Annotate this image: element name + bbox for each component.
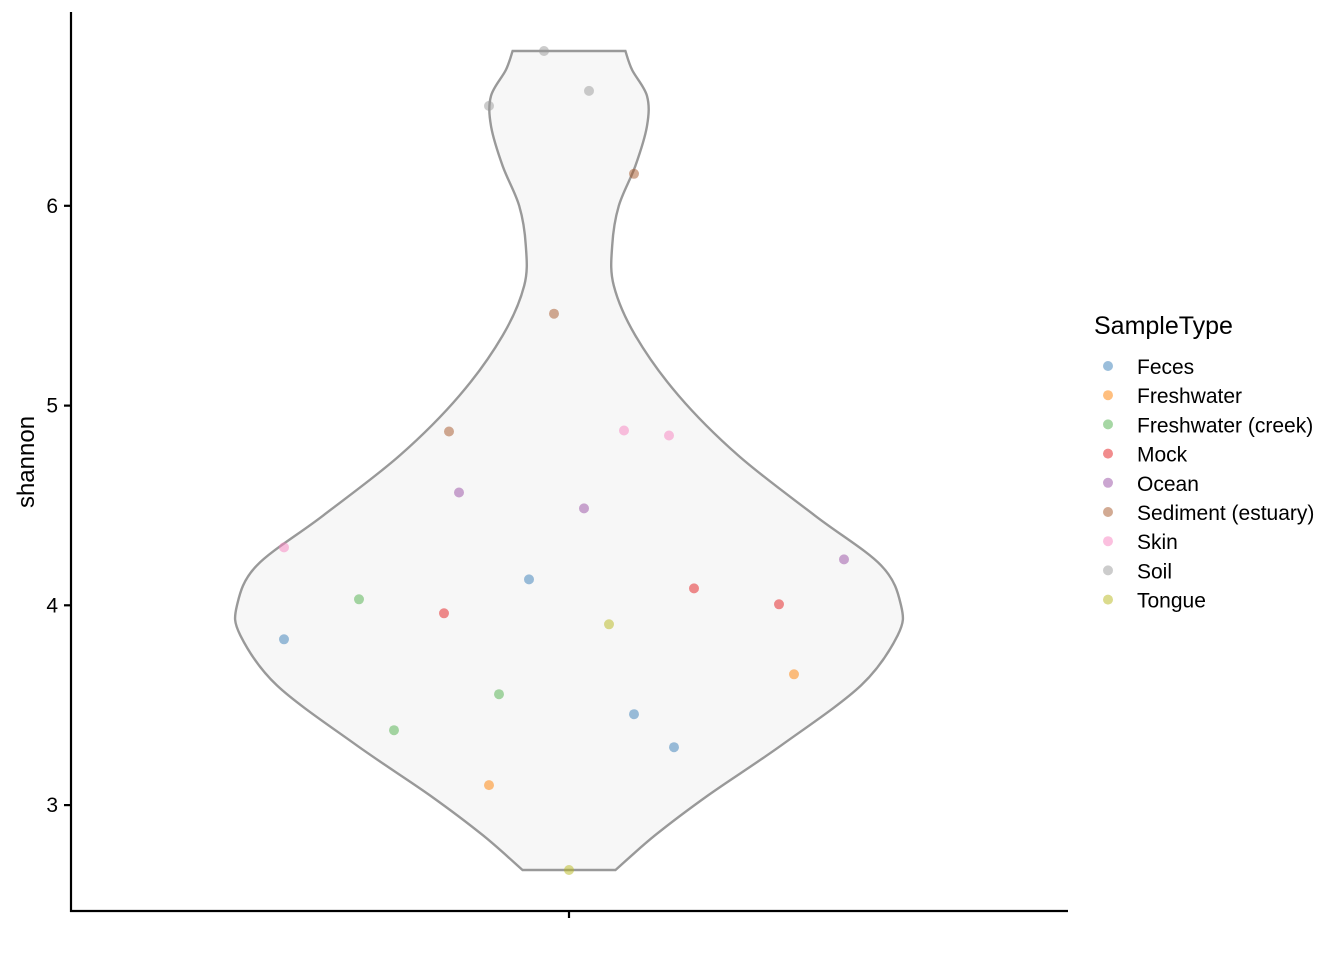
violin-shape: [233, 49, 905, 872]
data-point: [604, 619, 614, 630]
legend-swatch: [1103, 361, 1113, 371]
data-point: [389, 725, 399, 736]
legend-item: Sediment (estuary): [1103, 502, 1314, 525]
points-layer: [279, 46, 849, 875]
legend-item: Mock: [1103, 444, 1188, 467]
legend-label: Mock: [1137, 444, 1188, 467]
legend-item: Soil: [1103, 560, 1172, 583]
legend-swatch: [1103, 390, 1113, 401]
data-point: [444, 426, 454, 437]
data-point: [564, 865, 574, 875]
data-point: [629, 168, 639, 179]
data-point: [484, 100, 494, 111]
data-point: [539, 46, 549, 56]
y-ticks: 3 4 5 6: [46, 195, 71, 817]
data-point: [484, 780, 494, 791]
data-point: [629, 709, 639, 720]
legend-items: Feces Freshwater Freshwater (creek) Mock Oce…: [1103, 356, 1314, 613]
data-point: [789, 669, 799, 680]
data-point: [689, 583, 699, 594]
y-tick-label: 6: [46, 195, 58, 218]
axes-layer: [69, 12, 1068, 918]
legend-label: Skin: [1137, 531, 1178, 554]
legend-label: Freshwater (creek): [1137, 414, 1313, 437]
y-axis-title: shannon: [13, 416, 40, 508]
data-point: [579, 503, 589, 514]
legend-item: Tongue: [1103, 590, 1206, 613]
legend-item: Freshwater (creek): [1103, 414, 1313, 437]
legend-swatch: [1103, 448, 1113, 459]
y-tick-label: 3: [46, 794, 58, 817]
legend-label: Soil: [1137, 560, 1172, 583]
data-point: [279, 634, 289, 645]
legend-item: Skin: [1103, 531, 1178, 554]
y-tick-label: 4: [46, 594, 58, 617]
legend-label: Tongue: [1137, 590, 1206, 613]
data-point: [439, 608, 449, 619]
legend-swatch: [1103, 419, 1113, 430]
data-point: [619, 425, 629, 436]
data-point: [839, 554, 849, 565]
data-point: [584, 85, 594, 96]
legend-item: Freshwater: [1103, 385, 1242, 408]
legend-swatch: [1103, 507, 1113, 517]
data-point: [664, 430, 674, 441]
legend-label: Freshwater: [1137, 385, 1242, 408]
legend-item: Ocean: [1103, 473, 1199, 496]
legend-title: SampleType: [1094, 312, 1233, 340]
data-point: [354, 594, 364, 605]
legend-swatch: [1103, 477, 1113, 488]
data-point: [524, 574, 534, 585]
legend-swatch: [1103, 594, 1113, 605]
legend-item: Feces: [1103, 356, 1194, 379]
violin-layer: [233, 49, 905, 872]
legend-label: Sediment (estuary): [1137, 502, 1314, 525]
legend-swatch: [1103, 565, 1113, 576]
legend-label: Ocean: [1137, 473, 1199, 496]
data-point: [279, 542, 289, 553]
y-tick-label: 5: [46, 395, 58, 418]
data-point: [774, 599, 784, 610]
data-point: [494, 689, 504, 700]
data-point: [454, 487, 464, 498]
data-point: [669, 742, 679, 753]
legend-swatch: [1103, 536, 1113, 547]
legend: SampleType Feces Freshwater Freshwater (cr…: [1094, 312, 1314, 613]
legend-label: Feces: [1137, 356, 1194, 379]
data-point: [549, 308, 559, 319]
